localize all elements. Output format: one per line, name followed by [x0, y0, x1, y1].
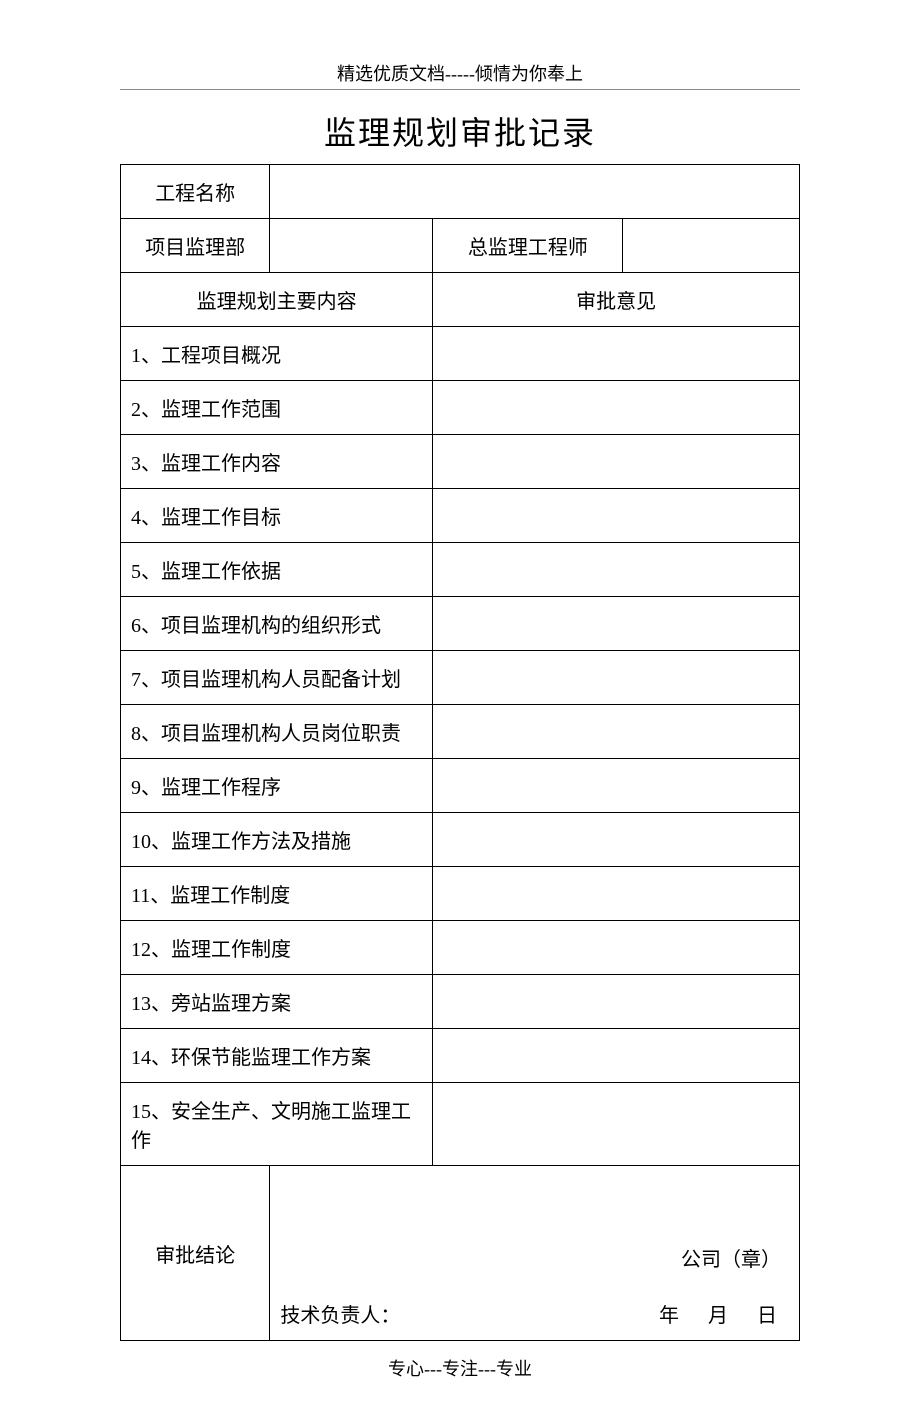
- item-label: 4、监理工作目标: [121, 489, 433, 543]
- day-label: 日: [757, 1305, 777, 1327]
- page-footer: 专心---专注---专业: [120, 1355, 800, 1381]
- item-label: 5、监理工作依据: [121, 543, 433, 597]
- item-label: 13、旁站监理方案: [121, 975, 433, 1029]
- table-row: 5、监理工作依据: [121, 543, 800, 597]
- row-conclusion: 审批结论 公司（章） 技术负责人： 年 月 日: [121, 1166, 800, 1341]
- month-label: 月: [708, 1305, 728, 1327]
- value-conclusion: 公司（章） 技术负责人： 年 月 日: [270, 1166, 800, 1341]
- item-opinion: [433, 1029, 800, 1083]
- label-content-header: 监理规划主要内容: [121, 273, 433, 327]
- item-label: 11、监理工作制度: [121, 867, 433, 921]
- table-row: 3、监理工作内容: [121, 435, 800, 489]
- table-row: 10、监理工作方法及措施: [121, 813, 800, 867]
- label-opinion-header: 审批意见: [433, 273, 800, 327]
- item-label: 12、监理工作制度: [121, 921, 433, 975]
- item-opinion: [433, 867, 800, 921]
- item-label: 9、监理工作程序: [121, 759, 433, 813]
- value-chief: [623, 219, 800, 273]
- item-opinion: [433, 759, 800, 813]
- label-chief: 总监理工程师: [433, 219, 623, 273]
- item-opinion: [433, 543, 800, 597]
- table-row: 11、监理工作制度: [121, 867, 800, 921]
- approval-form: 工程名称 项目监理部 总监理工程师 监理规划主要内容 审批意见 1、工程项目概况…: [120, 164, 800, 1341]
- value-dept: [270, 219, 433, 273]
- item-label: 6、项目监理机构的组织形式: [121, 597, 433, 651]
- label-project-name: 工程名称: [121, 165, 270, 219]
- item-label: 14、环保节能监理工作方案: [121, 1029, 433, 1083]
- table-row: 6、项目监理机构的组织形式: [121, 597, 800, 651]
- item-label: 10、监理工作方法及措施: [121, 813, 433, 867]
- year-label: 年: [659, 1305, 679, 1327]
- table-row: 9、监理工作程序: [121, 759, 800, 813]
- table-row: 14、环保节能监理工作方案: [121, 1029, 800, 1083]
- item-opinion: [433, 381, 800, 435]
- table-row: 15、安全生产、文明施工监理工作: [121, 1083, 800, 1166]
- table-row: 13、旁站监理方案: [121, 975, 800, 1029]
- item-label: 7、项目监理机构人员配备计划: [121, 651, 433, 705]
- label-dept: 项目监理部: [121, 219, 270, 273]
- document-title: 监理规划审批记录: [120, 108, 800, 154]
- item-opinion: [433, 489, 800, 543]
- item-label: 15、安全生产、文明施工监理工作: [121, 1083, 433, 1166]
- table-row: 8、项目监理机构人员岗位职责: [121, 705, 800, 759]
- item-opinion: [433, 921, 800, 975]
- item-opinion: [433, 327, 800, 381]
- item-opinion: [433, 651, 800, 705]
- item-label: 2、监理工作范围: [121, 381, 433, 435]
- item-opinion: [433, 435, 800, 489]
- company-stamp-label: 公司（章）: [681, 1243, 781, 1272]
- item-opinion: [433, 597, 800, 651]
- value-project-name: [270, 165, 800, 219]
- label-conclusion: 审批结论: [121, 1166, 270, 1341]
- item-opinion: [433, 813, 800, 867]
- tech-lead-label: 技术负责人：: [280, 1299, 400, 1328]
- item-label: 8、项目监理机构人员岗位职责: [121, 705, 433, 759]
- date-fields: 年 月 日: [647, 1299, 789, 1328]
- row-dept-chief: 项目监理部 总监理工程师: [121, 219, 800, 273]
- item-label: 1、工程项目概况: [121, 327, 433, 381]
- page-header: 精选优质文档-----倾情为你奉上: [120, 60, 800, 90]
- table-row: 1、工程项目概况: [121, 327, 800, 381]
- table-row: 7、项目监理机构人员配备计划: [121, 651, 800, 705]
- item-label: 3、监理工作内容: [121, 435, 433, 489]
- table-row: 4、监理工作目标: [121, 489, 800, 543]
- row-section-headers: 监理规划主要内容 审批意见: [121, 273, 800, 327]
- item-opinion: [433, 705, 800, 759]
- table-row: 2、监理工作范围: [121, 381, 800, 435]
- table-row: 12、监理工作制度: [121, 921, 800, 975]
- row-project-name: 工程名称: [121, 165, 800, 219]
- item-opinion: [433, 975, 800, 1029]
- item-opinion: [433, 1083, 800, 1166]
